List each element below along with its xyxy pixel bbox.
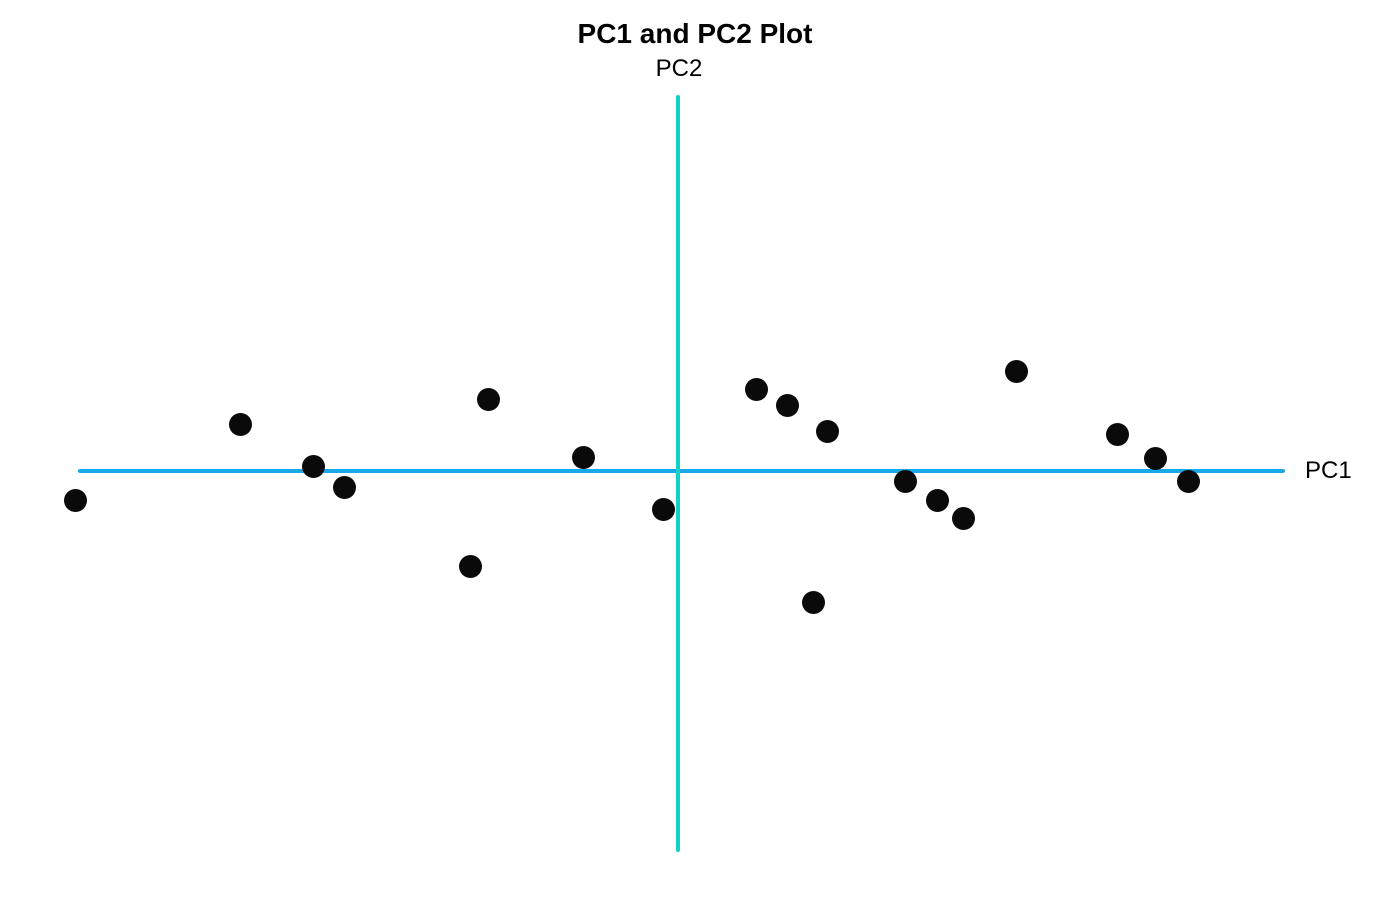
- y-axis-line: [676, 95, 680, 852]
- data-point: [1143, 446, 1167, 470]
- data-point: [893, 469, 917, 493]
- data-point: [815, 419, 839, 443]
- y-axis-label: PC2: [655, 55, 703, 82]
- data-point: [458, 554, 482, 578]
- x-axis-line: [78, 469, 1285, 473]
- data-point: [1004, 359, 1028, 383]
- data-point: [63, 488, 87, 512]
- data-point: [1105, 422, 1129, 446]
- x-axis-label: PC1: [1305, 457, 1352, 484]
- data-point: [301, 454, 325, 478]
- data-point: [744, 377, 768, 401]
- chart-title: PC1 and PC2 Plot: [577, 18, 813, 49]
- data-point: [332, 475, 356, 499]
- data-point: [1176, 469, 1200, 493]
- data-point: [651, 497, 675, 521]
- data-point: [925, 488, 949, 512]
- data-point: [228, 412, 252, 436]
- data-point: [775, 393, 799, 417]
- data-point: [801, 590, 825, 614]
- data-point: [476, 387, 500, 411]
- data-point: [571, 445, 595, 469]
- data-point: [951, 506, 975, 530]
